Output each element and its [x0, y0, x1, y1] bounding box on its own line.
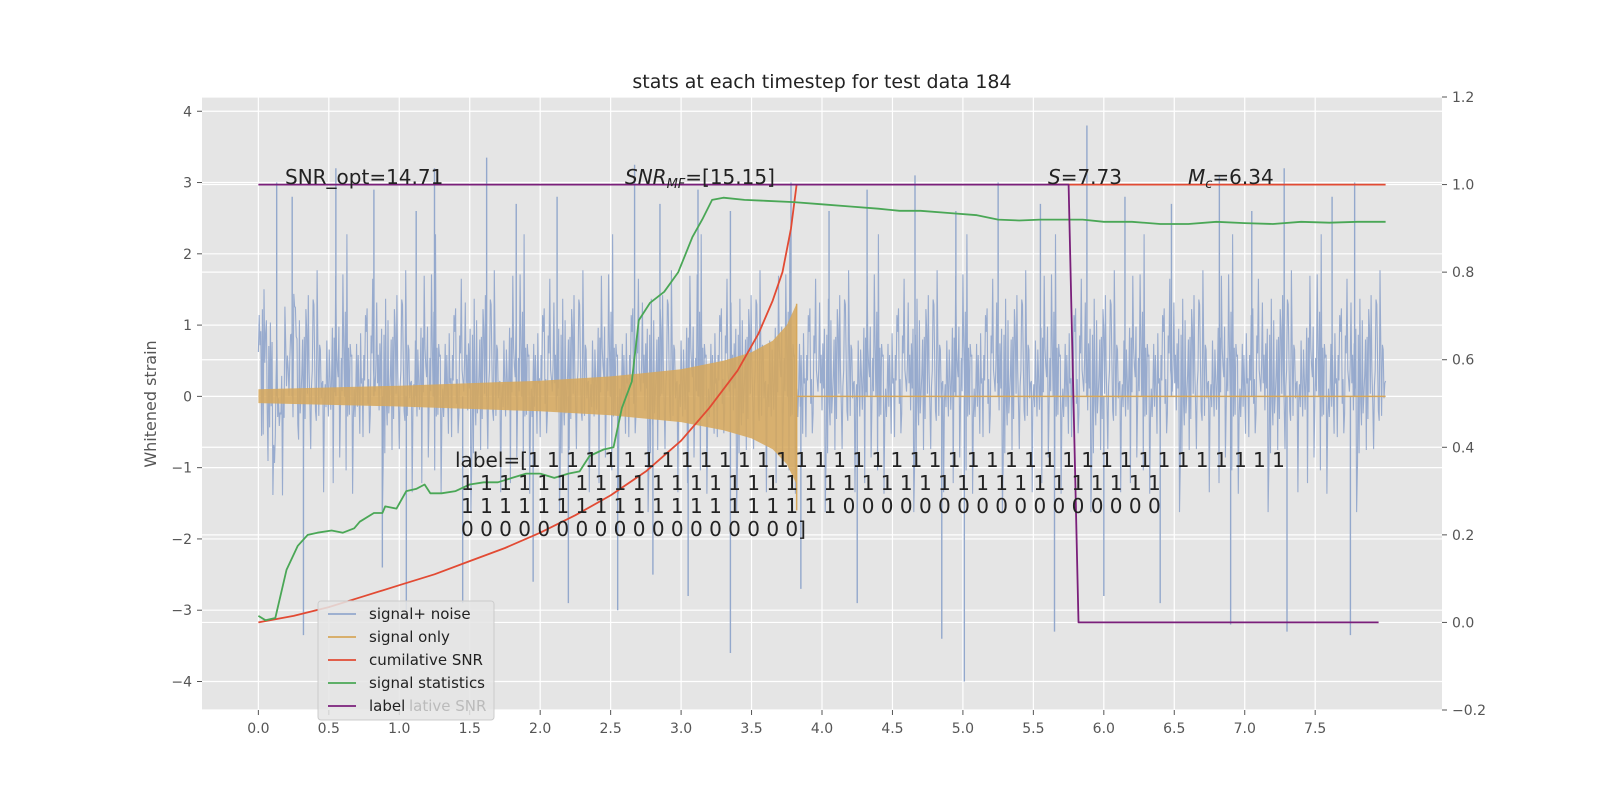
- x-tick-label: 1.5: [459, 721, 481, 737]
- x-tick-label: 2.0: [529, 721, 551, 737]
- y-right-tick-label: 0.8: [1452, 265, 1474, 281]
- legend-label-label: label: [369, 697, 405, 715]
- y-right-tick-label: 1.0: [1452, 178, 1474, 194]
- x-tick-label: 7.5: [1304, 721, 1326, 737]
- label-line: [258, 183, 1379, 624]
- y-right-tick-label: 0.6: [1452, 353, 1474, 369]
- s-value: =7.73: [1061, 165, 1122, 189]
- y-left-tick-label: 3: [183, 176, 192, 192]
- y-left-tick-label: 0: [183, 389, 192, 405]
- signal-series: [258, 303, 1386, 511]
- y-left-tick-label: −3: [171, 603, 192, 619]
- legend-box: [317, 600, 495, 721]
- y-left-tick-label: 4: [183, 104, 192, 120]
- y-left-tick-label: 2: [183, 247, 192, 263]
- x-tick-label: 3.5: [740, 721, 762, 737]
- mc-value: =6.34: [1212, 165, 1273, 189]
- signal-statistics-line: [257, 196, 1386, 622]
- snr-mf-subscript: MF: [667, 177, 686, 192]
- x-tick-label: 6.0: [1093, 721, 1115, 737]
- annotation-mc: Mc=6.34: [1188, 165, 1274, 192]
- annotation-snr-mf: SNRMF=[15.15]: [625, 165, 775, 192]
- signal-envelope: [258, 303, 797, 485]
- x-tick-label: 2.5: [600, 721, 622, 737]
- legend: signal+ noise signal only cumilative SNR…: [317, 600, 495, 721]
- y-right-tick-label: 0.0: [1452, 615, 1474, 631]
- line-series: [257, 183, 1386, 624]
- y-left-tick-label: −1: [171, 461, 192, 477]
- x-tick-label: 5.5: [1022, 721, 1044, 737]
- x-tick-label: 6.5: [1163, 721, 1185, 737]
- legend-label-cumulative-snr: cumilative SNR: [369, 651, 483, 669]
- y-right-tick-label: 0.2: [1452, 528, 1474, 544]
- legend-label-noise: signal+ noise: [369, 605, 471, 623]
- x-tick-label: 3.0: [670, 721, 692, 737]
- snr-mf-symbol: SNR: [625, 165, 667, 189]
- x-tick-label: 1.0: [388, 721, 410, 737]
- noise-series: [257, 125, 1387, 682]
- chart-title: stats at each timestep for test data 184: [632, 71, 1011, 93]
- mc-symbol: M: [1188, 165, 1205, 189]
- label-text-line-4: 0 0 0 0 0 0 0 0 0 0 0 0 0 0 0 0 0 0]: [461, 517, 806, 541]
- x-tick-label: 0.5: [318, 721, 340, 737]
- y-left-tick-label: −2: [171, 532, 192, 548]
- label-text-line-3: 1 1 1 1 1 1 1 1 1 1 1 1 1 1 1 1 1 1 1 1 …: [461, 494, 1161, 518]
- y-right-tick-label: 1.2: [1452, 90, 1474, 106]
- legend-label-statistics: signal statistics: [369, 674, 485, 692]
- annotation-snr-opt: SNR_opt=14.71: [285, 165, 443, 189]
- x-tick-label: 0.0: [247, 721, 269, 737]
- mc-subscript: c: [1205, 177, 1212, 192]
- grid: [202, 96, 1442, 711]
- y-axis-left: 4 3 2 1 0 −1 −2 −3 −4: [171, 104, 202, 690]
- legend-label-signal: signal only: [369, 628, 450, 646]
- annotation-s: S=7.73: [1048, 165, 1122, 189]
- x-tick-label: 5.0: [952, 721, 974, 737]
- s-symbol: S: [1048, 165, 1061, 189]
- cumulative-snr-line: [258, 184, 798, 624]
- label-text-line-2: 1 1 1 1 1 1 1 1 1 1 1 1 1 1 1 1 1 1 1 1 …: [461, 471, 1161, 495]
- y-axis-right: 1.2 1.0 0.8 0.6 0.4 0.2 0.0 −0.2: [1442, 90, 1486, 719]
- x-tick-label: 7.0: [1234, 721, 1256, 737]
- legend-ghost-text: lative SNR: [409, 697, 486, 715]
- y-left-tick-label: −4: [171, 674, 192, 690]
- y-left-tick-label: 1: [183, 318, 192, 334]
- x-tick-label: 4.0: [811, 721, 833, 737]
- x-axis: 0.0 0.5 1.0 1.5 2.0 2.5 3.0 3.5 4.0 4.5 5.0 5.5 6.0 6…: [247, 710, 1326, 737]
- label-text-line-1: label=[1 1 1 1 1 1 1 1 1 1 1 1 1 1 1 1 1…: [455, 448, 1285, 472]
- y-right-tick-label: −0.2: [1452, 703, 1486, 719]
- y-right-tick-label: 0.4: [1452, 440, 1474, 456]
- x-tick-label: 4.5: [881, 721, 903, 737]
- y-axis-label: Whitened strain: [141, 340, 160, 467]
- snr-mf-value: =[15.15]: [685, 165, 775, 189]
